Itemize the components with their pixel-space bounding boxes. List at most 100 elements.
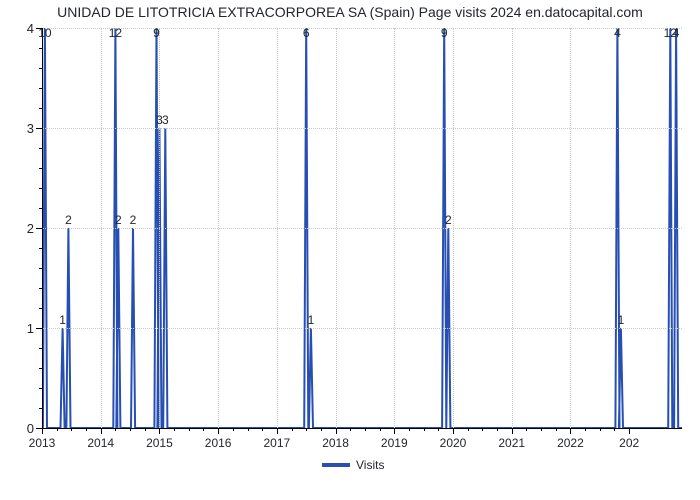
x-tick-label: 2014 <box>81 436 121 450</box>
y-tick-minor <box>39 348 42 349</box>
x-tick-minor <box>130 428 131 431</box>
x-tick-minor <box>292 428 293 431</box>
y-tick-label: 4 <box>12 21 34 36</box>
y-tick-minor <box>39 188 42 189</box>
x-tick-minor <box>438 428 439 431</box>
peak-value-label: 4 <box>664 26 688 40</box>
peak-value-label: 6 <box>294 26 318 40</box>
peak-value-label: 4 <box>605 26 629 40</box>
grid-line-vertical <box>453 28 454 428</box>
x-tick-minor <box>468 428 469 431</box>
x-tick-minor <box>115 428 116 431</box>
x-tick-minor <box>174 428 175 431</box>
chart-container: UNIDAD DE LITOTRICIA EXTRACORPOREA SA (S… <box>0 0 700 500</box>
y-tick-minor <box>39 368 42 369</box>
y-tick-minor <box>39 408 42 409</box>
x-tick-minor <box>365 428 366 431</box>
y-tick-label: 3 <box>12 121 34 136</box>
y-tick-label: 2 <box>12 221 34 236</box>
x-tick-minor <box>145 428 146 431</box>
y-tick-minor <box>39 268 42 269</box>
x-tick-label: 2018 <box>316 436 356 450</box>
peak-value-label: 2 <box>121 213 145 227</box>
grid-line-vertical <box>570 28 571 428</box>
peak-value-label: 2 <box>436 213 460 227</box>
x-tick-major <box>629 428 630 434</box>
x-tick-major <box>394 428 395 434</box>
x-tick-major <box>159 428 160 434</box>
y-tick-minor <box>39 48 42 49</box>
x-tick-minor <box>248 428 249 431</box>
x-tick-minor <box>306 428 307 431</box>
x-tick-minor <box>409 428 410 431</box>
x-tick-minor <box>600 428 601 431</box>
peak-value-label: 10 <box>33 26 57 40</box>
grid-line-vertical <box>512 28 513 428</box>
plot-area <box>42 28 682 428</box>
x-tick-minor <box>233 428 234 431</box>
x-tick-minor <box>526 428 527 431</box>
x-tick-label: 202 <box>619 436 659 450</box>
y-tick-label: 1 <box>12 321 34 336</box>
legend: Visits <box>322 458 384 472</box>
y-tick-minor <box>39 68 42 69</box>
grid-line-horizontal <box>42 128 682 129</box>
x-tick-label: 2020 <box>433 436 473 450</box>
peak-value-label: 1 <box>51 313 75 327</box>
peak-value-label: 12 <box>103 26 127 40</box>
y-tick-major <box>36 328 42 329</box>
x-tick-label: 2013 <box>22 436 62 450</box>
x-tick-major <box>101 428 102 434</box>
peak-value-label: 2 <box>56 213 80 227</box>
x-tick-major <box>512 428 513 434</box>
y-tick-minor <box>39 288 42 289</box>
x-tick-minor <box>585 428 586 431</box>
y-tick-minor <box>39 148 42 149</box>
grid-line-vertical <box>218 28 219 428</box>
x-tick-minor <box>556 428 557 431</box>
grid-line-vertical <box>277 28 278 428</box>
grid-line-vertical <box>159 28 160 428</box>
legend-swatch <box>322 463 350 467</box>
y-tick-minor <box>39 88 42 89</box>
x-tick-minor <box>350 428 351 431</box>
grid-line-horizontal <box>42 328 682 329</box>
x-tick-minor <box>424 428 425 431</box>
x-tick-major <box>42 428 43 434</box>
x-tick-minor <box>497 428 498 431</box>
x-tick-label: 2015 <box>139 436 179 450</box>
x-tick-minor <box>541 428 542 431</box>
y-tick-minor <box>39 388 42 389</box>
peak-value-label: 3 <box>153 113 177 127</box>
x-tick-label: 2017 <box>257 436 297 450</box>
chart-title: UNIDAD DE LITOTRICIA EXTRACORPOREA SA (S… <box>0 4 700 20</box>
grid-line-vertical <box>336 28 337 428</box>
peak-value-label: 9 <box>432 26 456 40</box>
x-tick-minor <box>86 428 87 431</box>
x-tick-major <box>277 428 278 434</box>
x-tick-minor <box>189 428 190 431</box>
y-tick-minor <box>39 248 42 249</box>
x-tick-minor <box>380 428 381 431</box>
x-tick-minor <box>203 428 204 431</box>
y-tick-minor <box>39 208 42 209</box>
x-tick-minor <box>71 428 72 431</box>
x-tick-label: 2019 <box>374 436 414 450</box>
x-tick-minor <box>262 428 263 431</box>
x-tick-minor <box>614 428 615 431</box>
x-tick-major <box>570 428 571 434</box>
y-tick-major <box>36 228 42 229</box>
y-axis-line <box>42 28 43 428</box>
x-tick-label: 2021 <box>492 436 532 450</box>
x-tick-label: 2016 <box>198 436 238 450</box>
y-tick-minor <box>39 108 42 109</box>
y-tick-minor <box>39 308 42 309</box>
peak-value-label: 1 <box>299 313 323 327</box>
x-tick-label: 2022 <box>550 436 590 450</box>
peak-value-label: 1 <box>609 313 633 327</box>
x-tick-major <box>453 428 454 434</box>
peak-value-label: 9 <box>144 26 168 40</box>
grid-line-horizontal <box>42 228 682 229</box>
x-tick-minor <box>321 428 322 431</box>
x-tick-major <box>218 428 219 434</box>
